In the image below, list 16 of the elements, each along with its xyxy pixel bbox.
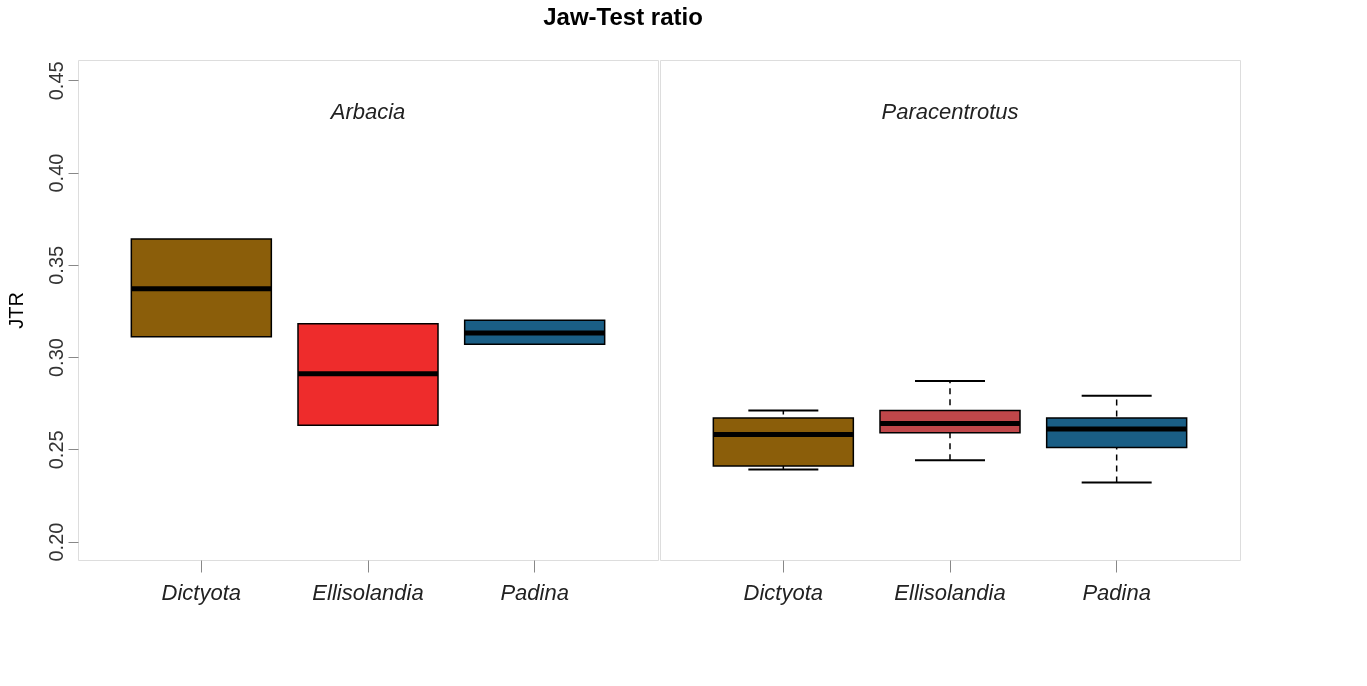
x-tick-label: Dictyota <box>743 579 824 605</box>
x-tick-label: Dictyota <box>161 579 242 605</box>
x-tick-label: Ellisolandia <box>894 579 1006 605</box>
x-tick-label: Ellisolandia <box>312 579 424 605</box>
y-tick-label: 0.40 <box>44 153 67 193</box>
x-tick-label: Padina <box>500 579 569 605</box>
y-tick-label: 0.20 <box>44 522 67 562</box>
x-tick-label: Padina <box>1082 579 1151 605</box>
annotation: Arbacia <box>328 99 406 124</box>
y-tick-label: 0.25 <box>44 430 67 470</box>
chart-title: Jaw-Test ratio <box>543 2 703 30</box>
y-tick-label: 0.45 <box>44 61 67 101</box>
y-axis-title: JTR <box>4 292 27 329</box>
annotation: Paracentrotus <box>881 99 1019 124</box>
y-tick-label: 0.35 <box>44 245 67 285</box>
y-tick-label: 0.30 <box>44 338 67 378</box>
